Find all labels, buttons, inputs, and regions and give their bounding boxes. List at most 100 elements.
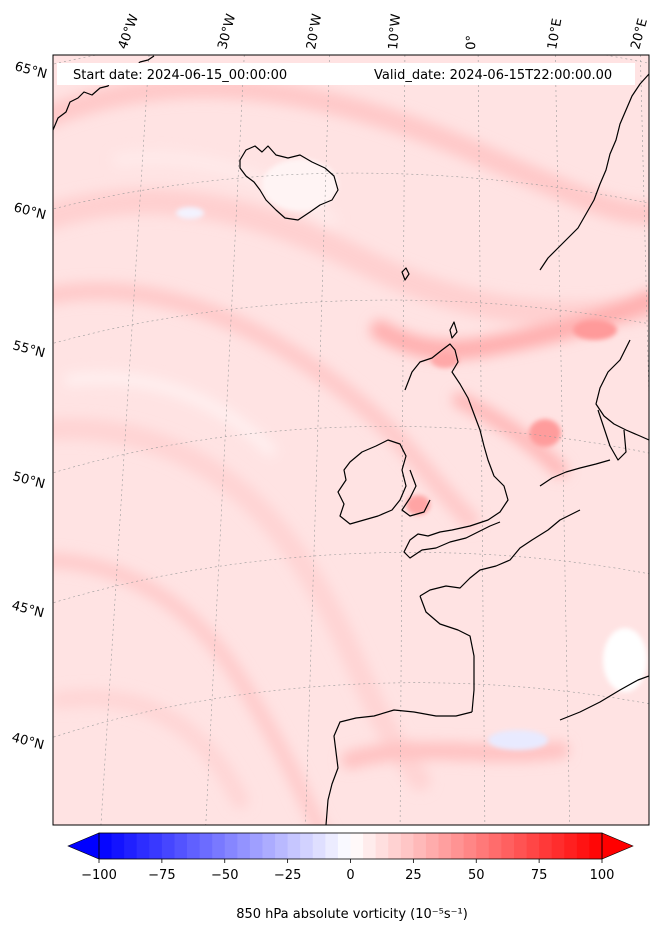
- colorbar-cell: [237, 833, 251, 859]
- lon-label: 10°E: [545, 17, 565, 50]
- coastlines: [53, 55, 649, 825]
- colorbar-cell: [300, 833, 314, 859]
- meridian-10e: [554, 55, 571, 825]
- lat-label: 45°N: [10, 598, 46, 621]
- meridian-20w: [305, 55, 330, 825]
- colorbar-tick-label: 0: [346, 868, 354, 883]
- vorticity-field: [53, 76, 649, 825]
- lon-label: 20°E: [628, 17, 651, 51]
- lon-label: 40°W: [116, 12, 142, 51]
- colorbar-cell: [149, 833, 163, 859]
- colorbar-cell: [388, 833, 402, 859]
- colorbar-tick-label: −75: [148, 868, 175, 883]
- mediterranean-coast: [559, 675, 649, 721]
- colorbar-cell: [124, 833, 138, 859]
- colorbar-tick-label: 50: [468, 868, 485, 883]
- colorbar-cell: [476, 833, 490, 859]
- latitude-labels: 65°N 60°N 55°N 50°N 45°N 40°N: [10, 59, 49, 753]
- colorbar-cell: [287, 833, 301, 859]
- colorbar-cell: [488, 833, 502, 859]
- colorbar-tick-label: 100: [590, 868, 615, 883]
- france-coast: [419, 509, 581, 597]
- meridian-40w: [100, 55, 150, 825]
- graticule: [53, 55, 649, 825]
- faroe-islands: [401, 267, 410, 281]
- field-name: 850 hPa absolute vorticity: [236, 907, 406, 922]
- parallel-40n: [53, 682, 649, 738]
- lon-label: 30°W: [215, 12, 239, 51]
- colorbar-cell: [187, 833, 200, 859]
- lat-label: 50°N: [11, 469, 47, 492]
- lat-label: 55°N: [11, 338, 47, 361]
- denmark-coast: [597, 409, 627, 461]
- colorbar-tick-label: 75: [531, 868, 548, 883]
- colorbar-cell: [501, 833, 515, 859]
- iceland-coast: [239, 145, 339, 221]
- biscay-coast: [419, 595, 475, 713]
- wales-coast: [401, 469, 431, 517]
- colorbar-cell: [99, 833, 112, 859]
- colorbar-extend-high: [601, 832, 634, 860]
- parallel-55n: [53, 299, 649, 344]
- colorbar-cell: [111, 833, 125, 859]
- valid-date-label: Valid_date: 2024-06-15T22:00:00.00: [374, 68, 612, 83]
- scotland-coast: [404, 343, 485, 447]
- colorbar-tick-label: −25: [274, 868, 301, 883]
- vorticity-maxima: [176, 159, 647, 750]
- colorbar-cell: [262, 833, 276, 859]
- england-coast: [403, 445, 509, 559]
- header-box: [57, 63, 635, 85]
- colorbar-cell: [212, 833, 226, 859]
- colorbar-cell: [576, 833, 590, 859]
- low-countries-coast: [539, 459, 611, 487]
- colorbar-cell: [413, 833, 427, 859]
- ireland-coast: [337, 439, 407, 525]
- lat-label: 65°N: [13, 59, 49, 82]
- colorbar-label: 850 hPa absolute vorticity (10⁻⁵s⁻¹): [236, 907, 468, 922]
- colorbar-cell: [539, 833, 553, 859]
- field-units: (10⁻⁵s⁻¹): [410, 907, 468, 922]
- lon-label: 0°: [464, 35, 480, 50]
- colorbar-tick-label: −100: [81, 868, 117, 883]
- norway-coast: [539, 73, 649, 271]
- meridian-0: [477, 55, 486, 825]
- meridian-30w: [205, 55, 245, 825]
- colorbar: −100 −75 −50 −25 0 25 50 75 100: [67, 832, 634, 883]
- colorbar-cell: [564, 833, 578, 859]
- colorbar-cell: [136, 833, 150, 859]
- colorbar-extend-low: [67, 832, 100, 860]
- colorbar-cell: [312, 833, 326, 859]
- map-frame: [52, 54, 650, 826]
- lat-label: 40°N: [10, 730, 46, 753]
- meridian-10w: [399, 55, 406, 825]
- colorbar-cell: [513, 833, 527, 859]
- colorbar-tick-label: −50: [211, 868, 238, 883]
- parallel-45n: [53, 552, 649, 604]
- colorbar-cell: [161, 833, 175, 859]
- lon-label: 20°W: [304, 13, 325, 51]
- colorbar-cell: [325, 833, 339, 859]
- colorbar-cell: [275, 833, 289, 859]
- colorbar-cell: [438, 833, 452, 859]
- colorbar-cell: [249, 833, 263, 859]
- longitude-labels: 40°W 30°W 20°W 10°W 0° 10°E 20°E: [116, 12, 651, 51]
- sweden-coast: [595, 339, 649, 441]
- colorbar-cell: [589, 833, 603, 859]
- colorbar-cell: [451, 833, 465, 859]
- colorbar-cell: [463, 833, 477, 859]
- parallel-50n: [53, 426, 649, 474]
- colorbar-cell: [224, 833, 238, 859]
- shetland-islands: [449, 321, 458, 339]
- colorbar-cell: [526, 833, 540, 859]
- colorbar-cell: [199, 833, 213, 859]
- colorbar-cell: [375, 833, 389, 859]
- colorbar-cells: [99, 833, 603, 859]
- lat-label: 60°N: [12, 200, 48, 223]
- colorbar-cell: [337, 833, 351, 859]
- map-panel: [53, 55, 649, 825]
- colorbar-cell: [350, 833, 364, 859]
- colorbar-cell: [425, 833, 439, 859]
- colorbar-ticks: −100 −75 −50 −25 0 25 50 75 100: [81, 859, 614, 883]
- colorbar-cell: [174, 833, 188, 859]
